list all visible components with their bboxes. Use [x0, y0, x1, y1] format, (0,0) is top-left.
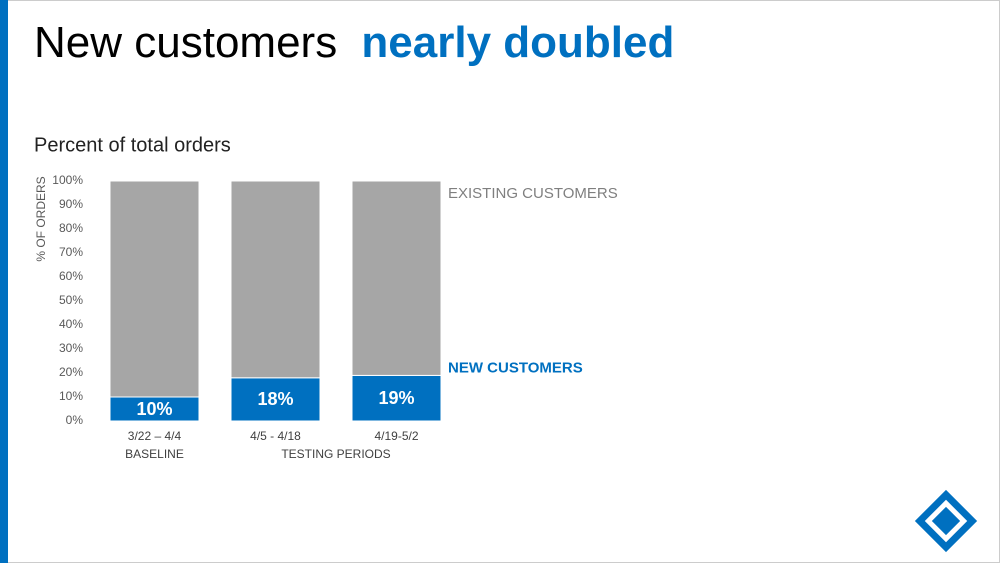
- bar-segment: [351, 180, 442, 376]
- bar-segment: [109, 180, 200, 398]
- legend-label: EXISTING CUSTOMERS: [448, 185, 618, 202]
- accent-stripe: [0, 0, 8, 563]
- y-tick-label: 40%: [59, 317, 83, 331]
- data-label: 19%: [378, 388, 414, 408]
- y-tick-label: 70%: [59, 245, 83, 259]
- x-tick-label: 3/22 – 4/4: [128, 429, 182, 443]
- y-tick-label: 90%: [59, 197, 83, 211]
- bar-segment: [230, 377, 321, 422]
- x-tick-label: 4/5 - 4/18: [250, 429, 301, 443]
- title-emphasis: nearly doubled: [361, 18, 674, 67]
- title-plain: New customers: [34, 18, 337, 67]
- bar-segment: [230, 180, 321, 379]
- y-tick-label: 100%: [52, 173, 83, 187]
- y-tick-label: 10%: [59, 389, 83, 403]
- legend-label: NEW CUSTOMERS: [448, 359, 583, 376]
- data-label: 18%: [257, 389, 293, 409]
- chart-subtitle: Percent of total orders: [34, 134, 231, 156]
- y-axis-label: % OF ORDERS: [34, 176, 48, 261]
- category-group-label: TESTING PERIODS: [281, 447, 390, 461]
- y-tick-label: 50%: [59, 293, 83, 307]
- y-tick-label: 20%: [59, 365, 83, 379]
- y-tick-label: 0%: [66, 413, 84, 427]
- y-tick-label: 30%: [59, 341, 83, 355]
- y-tick-label: 80%: [59, 221, 83, 235]
- x-tick-label: 4/19-5/2: [374, 429, 418, 443]
- logo: [914, 489, 978, 553]
- data-label: 10%: [136, 399, 172, 419]
- y-tick-label: 60%: [59, 269, 83, 283]
- category-group-label: BASELINE: [125, 447, 184, 461]
- slide-title: New customers nearly doubled: [34, 18, 674, 67]
